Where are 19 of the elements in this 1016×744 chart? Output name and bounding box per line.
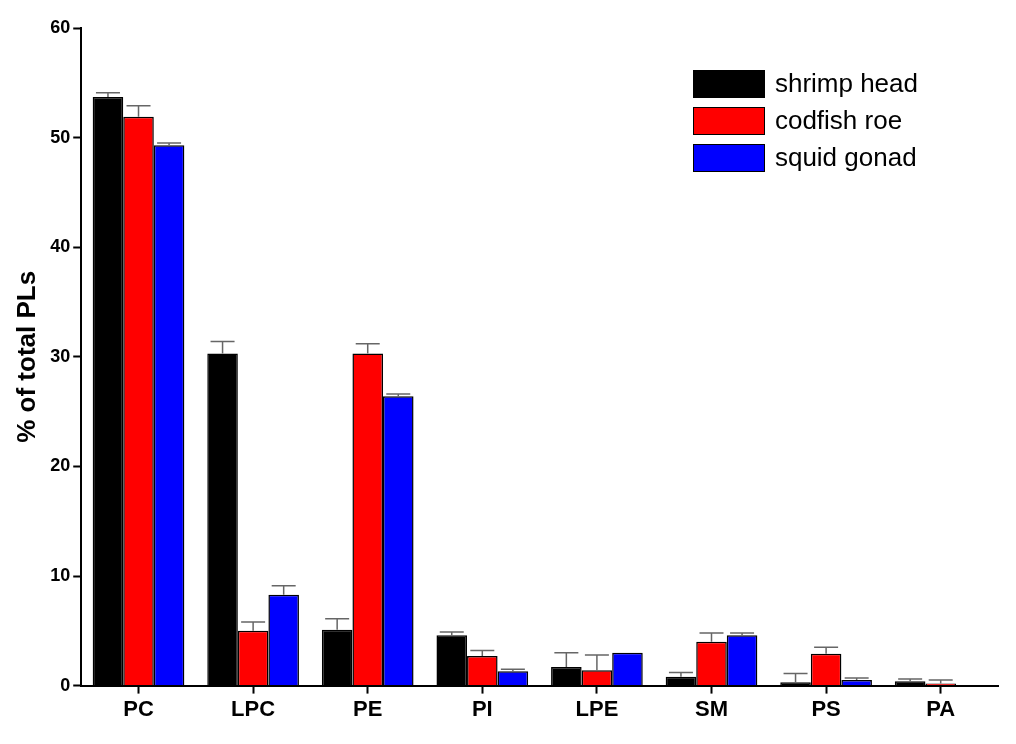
x-tick-label: SM bbox=[695, 695, 729, 721]
x-tick-label: PA bbox=[926, 695, 956, 721]
x-tick-label: PE bbox=[353, 695, 383, 721]
y-tick-label: 50 bbox=[50, 126, 71, 147]
x-tick-label: PS bbox=[811, 695, 841, 721]
y-tick-label: 40 bbox=[50, 236, 71, 257]
legend-label: codfish roe bbox=[774, 105, 903, 136]
y-tick-label: 60 bbox=[50, 16, 71, 37]
legend-label: shrimp head bbox=[774, 68, 918, 99]
y-axis-title: % of total PLs bbox=[10, 270, 41, 443]
y-tick-label: 20 bbox=[50, 455, 71, 476]
y-tick-label: 10 bbox=[50, 564, 71, 585]
y-tick-label: 0 bbox=[60, 674, 71, 695]
x-tick-label: PI bbox=[471, 695, 493, 721]
x-tick-label: LPE bbox=[575, 695, 619, 721]
x-tick-label: PC bbox=[123, 695, 154, 721]
legend-label: squid gonad bbox=[774, 142, 917, 173]
x-tick-label: LPC bbox=[231, 695, 276, 721]
y-tick-label: 30 bbox=[50, 345, 71, 366]
